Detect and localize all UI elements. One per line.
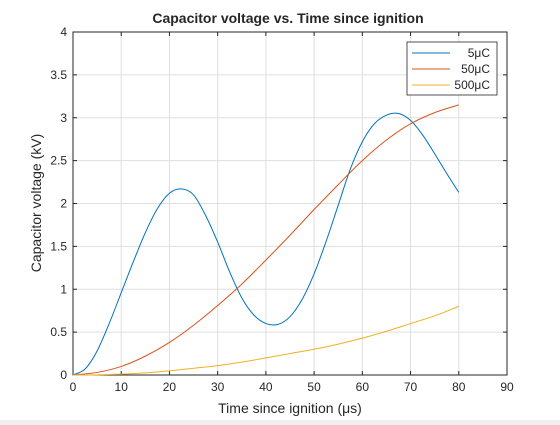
y-tick-label: 3.5	[50, 68, 67, 82]
x-tick-label: 10	[115, 380, 129, 394]
x-tick-label: 40	[259, 380, 273, 394]
x-tick-label: 0	[70, 380, 77, 394]
y-tick-label: 3	[60, 111, 67, 125]
x-tick-label: 90	[500, 380, 514, 394]
y-tick-label: 0	[60, 368, 67, 382]
y-tick-label: 2.5	[50, 154, 67, 168]
series-group	[72, 104, 460, 376]
x-tick-label: 60	[356, 380, 370, 394]
x-axis-label: Time since ignition (μs)	[218, 400, 362, 416]
series-line-3	[72, 305, 459, 376]
y-tick-label: 0.5	[50, 325, 67, 339]
y-tick-label: 1	[60, 282, 67, 296]
series-line-1	[72, 112, 460, 376]
chart-title: Capacitor voltage vs. Time since ignitio…	[152, 10, 423, 26]
y-axis-label: Capacitor voltage (kV)	[28, 134, 44, 273]
x-tick-label: 20	[163, 380, 177, 394]
x-tick-label: 50	[307, 380, 321, 394]
series-line-2	[72, 104, 459, 376]
y-tick-label: 2	[60, 197, 67, 211]
y-tick-label: 4	[60, 25, 67, 39]
x-tick-label: 80	[452, 380, 466, 394]
x-tick-label: 70	[404, 380, 418, 394]
legend-label-2: 50μC	[461, 62, 490, 76]
legend: 5μC 50μC 500μC	[406, 41, 498, 96]
x-tick-label: 30	[211, 380, 225, 394]
y-tick-label: 1.5	[50, 239, 67, 253]
legend-label-1: 5μC	[468, 46, 491, 60]
legend-label-3: 500μC	[454, 78, 490, 92]
